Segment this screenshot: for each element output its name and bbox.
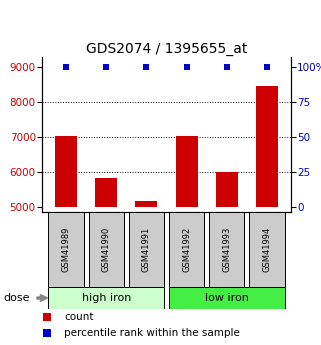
Text: GSM41990: GSM41990 — [102, 227, 111, 272]
Bar — [135, 201, 158, 207]
Text: count: count — [65, 312, 94, 322]
FancyBboxPatch shape — [169, 212, 204, 287]
FancyBboxPatch shape — [169, 287, 285, 309]
Text: GSM41989: GSM41989 — [62, 227, 71, 272]
Text: GSM41994: GSM41994 — [262, 227, 271, 272]
Text: low iron: low iron — [205, 293, 249, 303]
FancyBboxPatch shape — [129, 212, 164, 287]
FancyBboxPatch shape — [48, 287, 164, 309]
Text: GSM41992: GSM41992 — [182, 227, 191, 272]
Text: high iron: high iron — [82, 293, 131, 303]
Bar — [216, 172, 238, 207]
Title: GDS2074 / 1395655_at: GDS2074 / 1395655_at — [86, 42, 247, 56]
Bar — [176, 136, 198, 207]
Text: dose: dose — [3, 293, 30, 303]
FancyBboxPatch shape — [249, 212, 285, 287]
Text: GSM41993: GSM41993 — [222, 227, 231, 272]
Bar — [95, 178, 117, 207]
FancyBboxPatch shape — [89, 212, 124, 287]
Bar — [256, 86, 278, 207]
Bar — [55, 136, 77, 207]
FancyBboxPatch shape — [209, 212, 244, 287]
FancyBboxPatch shape — [48, 212, 84, 287]
Text: GSM41991: GSM41991 — [142, 227, 151, 272]
Text: percentile rank within the sample: percentile rank within the sample — [65, 328, 240, 338]
